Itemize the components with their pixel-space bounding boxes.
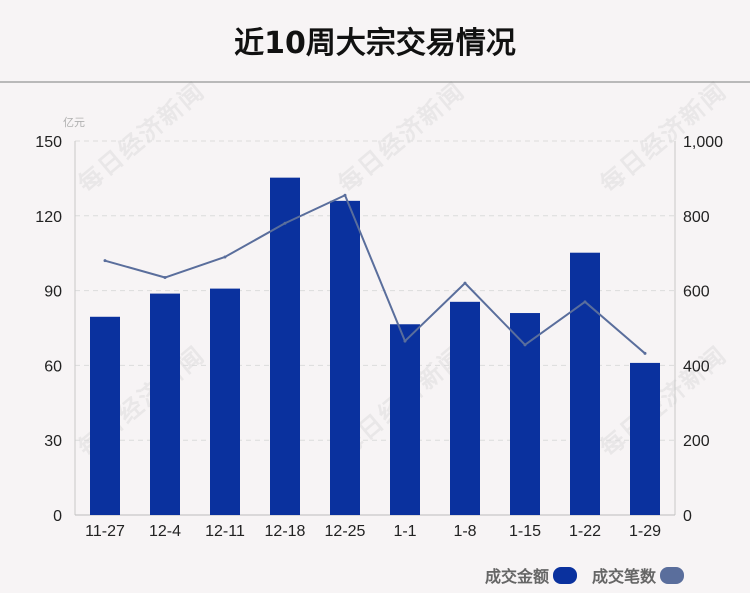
bar-amount (270, 177, 300, 516)
bar-amount (90, 316, 120, 515)
right-axis-tick-label: 1,000 (683, 134, 723, 151)
line-count-point (163, 276, 167, 280)
legend-count-swatch (660, 567, 684, 584)
x-axis-tick-label: 1-8 (453, 523, 476, 540)
x-axis-tick-label: 1-1 (393, 523, 416, 540)
line-count-point (223, 255, 227, 259)
line-count-point (583, 300, 587, 304)
right-axis-tick-label: 600 (683, 284, 710, 301)
left-axis-unit: 亿元 (63, 116, 85, 129)
bar-amount (390, 324, 420, 515)
line-count-point (403, 339, 407, 343)
x-axis-tick-label: 12-4 (149, 523, 181, 540)
line-count-point (643, 351, 647, 355)
bar-amount (210, 288, 240, 515)
bar-amount (330, 200, 360, 515)
bar-amount (150, 293, 180, 515)
left-axis-tick-label: 150 (35, 134, 62, 151)
x-axis-tick-label: 1-29 (629, 523, 661, 540)
x-axis-tick-label: 1-15 (509, 523, 541, 540)
x-axis-tick-label: 12-25 (325, 523, 366, 540)
x-axis-tick-label: 12-11 (205, 523, 245, 540)
x-axis-tick-label: 11-27 (85, 523, 125, 540)
x-axis-tick-label: 1-22 (569, 523, 601, 540)
left-axis-tick-label: 0 (53, 508, 62, 525)
bar-amount (630, 362, 660, 515)
title-divider (0, 81, 750, 83)
line-count-point (343, 193, 347, 197)
legend-amount-label: 成交金额 (485, 567, 550, 586)
left-axis-tick-label: 30 (44, 433, 62, 450)
line-count-point (523, 343, 527, 347)
line-count-point (283, 221, 287, 225)
right-axis-tick-label: 800 (683, 209, 710, 226)
left-axis-tick-label: 60 (44, 358, 62, 375)
right-axis-tick-label: 200 (683, 433, 710, 450)
line-count-series (104, 194, 646, 355)
left-axis-tick-label: 90 (44, 284, 62, 301)
x-axis-tick-label: 12-18 (265, 523, 306, 540)
legend-count-label: 成交笔数 (592, 567, 657, 586)
right-axis-tick-label: 400 (683, 358, 710, 375)
line-count-point (103, 259, 107, 263)
left-axis-tick-label: 120 (35, 209, 62, 226)
bar-amount (510, 313, 540, 515)
line-count-point (463, 281, 467, 285)
right-axis-tick-label: 0 (683, 508, 692, 525)
bar-amount (450, 301, 480, 515)
legend-amount-swatch (553, 567, 577, 584)
bar-amount (570, 252, 600, 515)
chart-title: 近10周大宗交易情况 (234, 26, 516, 61)
